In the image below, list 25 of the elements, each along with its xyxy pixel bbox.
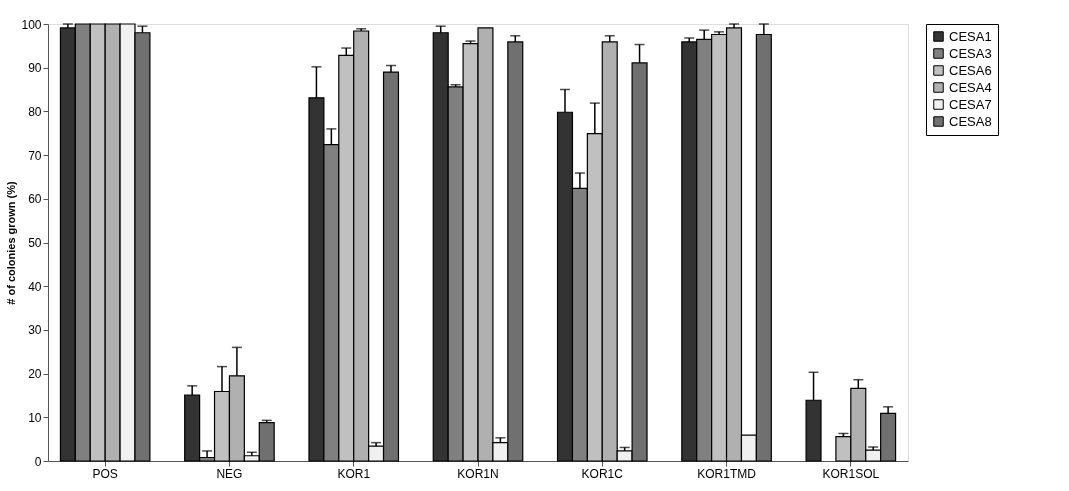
y-tick-label: 60 (28, 192, 42, 207)
legend-label: CESA7 (949, 96, 992, 112)
y-tick-label: 0 (34, 454, 42, 469)
y-axis-title: # of colonies grown (%) (5, 180, 18, 305)
x-tick-label: KOR1C (581, 466, 624, 481)
y-tick-label: 100 (21, 17, 42, 32)
x-tick-label: KOR1TMD (697, 466, 757, 481)
x-tick-label: NEG (216, 466, 243, 481)
y-tick-label: 40 (28, 279, 42, 294)
y-tick-label: 80 (28, 104, 42, 119)
y-tick-label: 50 (28, 236, 42, 250)
y-tick-label: 30 (28, 323, 42, 338)
x-tick-label: KOR1 (337, 466, 371, 481)
legend-label: CESA8 (949, 113, 992, 129)
x-tick-label: POS (92, 466, 118, 481)
legend-label: CESA1 (949, 28, 992, 44)
y-tick-label: 90 (28, 61, 42, 76)
legend-label: CESA3 (949, 45, 992, 61)
y-tick-label: 10 (28, 410, 42, 425)
legend-label: CESA6 (949, 62, 992, 78)
y-tick-label: 20 (28, 367, 42, 382)
y-tick-label: 70 (28, 148, 42, 163)
legend-label: CESA4 (949, 79, 992, 95)
x-tick-label: KOR1N (457, 466, 499, 481)
x-tick-label: KOR1SOL (822, 466, 880, 481)
